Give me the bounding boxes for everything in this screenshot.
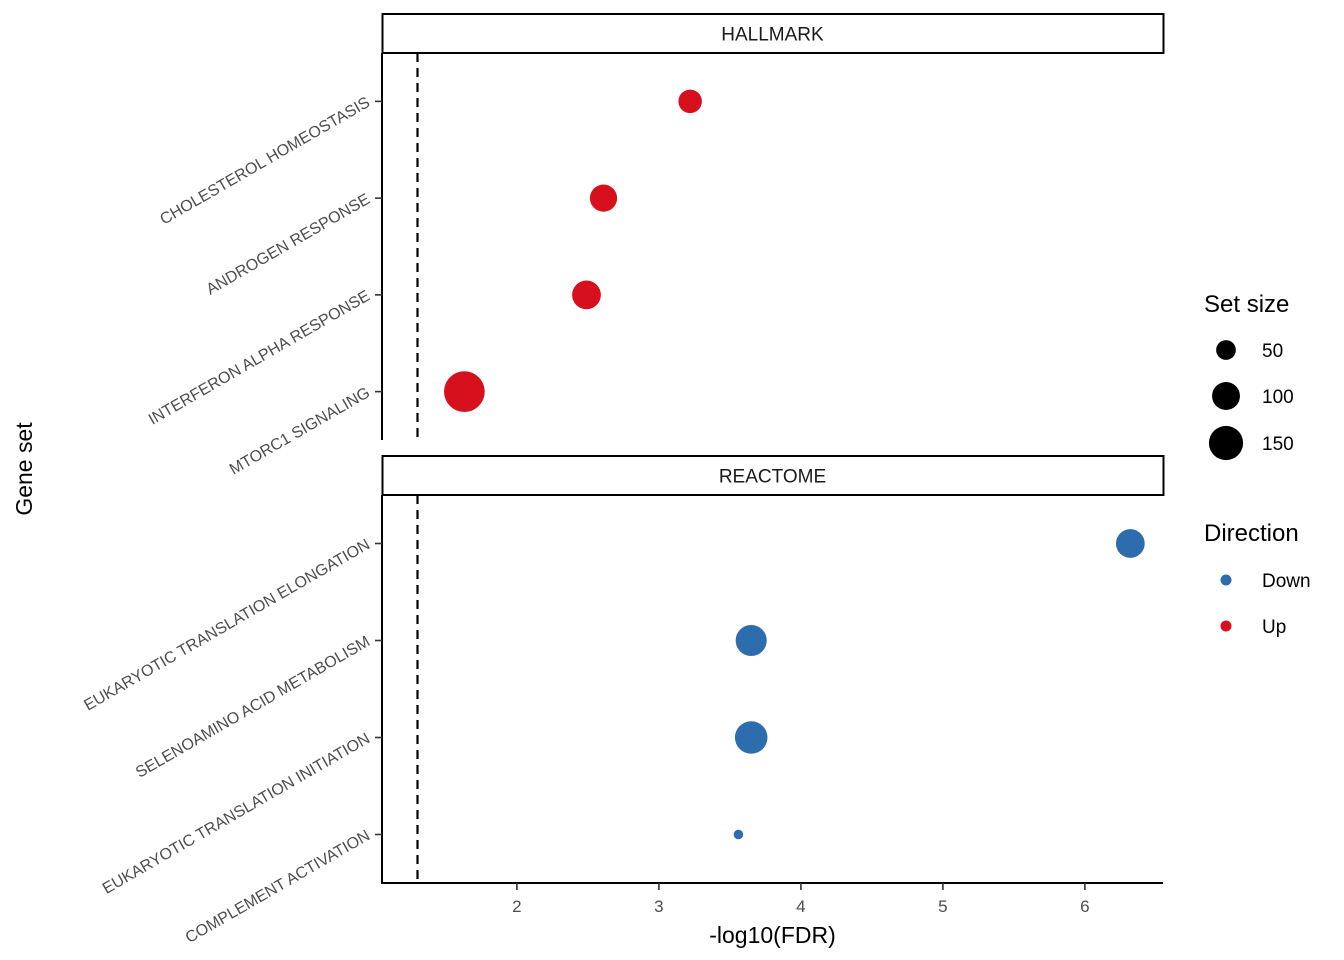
point-androgen-response (589, 184, 618, 212)
point-interferon-alpha-response (572, 280, 601, 310)
legend-size-key (1208, 425, 1244, 461)
legend-size-key (1216, 340, 1236, 360)
legend: Set size 50 100 150 Direction Down Up (1204, 291, 1311, 638)
point-cholesterol-homeostasis (678, 89, 702, 114)
y-tick-label: ANDROGEN RESPONSE (204, 191, 373, 299)
facet-strip-label: HALLMARK (721, 25, 824, 46)
point-selenoamino-acid-metabolism (735, 624, 767, 657)
x-tick-label: 6 (1080, 897, 1089, 916)
x-tick-label: 4 (796, 897, 805, 916)
x-tick-label: 2 (512, 897, 521, 916)
facet-strip (381, 455, 1165, 496)
legend-direction-title: Direction (1204, 520, 1299, 547)
y-tick-label: EUKARYOTIC TRANSLATION ELONGATION (81, 536, 373, 714)
facet-strip-label: REACTOME (719, 467, 826, 488)
legend-size-label: 150 (1262, 434, 1294, 455)
x-tick-label: 3 (654, 897, 663, 916)
facet-strip (381, 13, 1165, 54)
legend-direction-label: Up (1262, 617, 1286, 638)
y-tick-label: EUKARYOTIC TRANSLATION INITIATION (100, 730, 373, 897)
legend-direction-key (1220, 620, 1232, 632)
point-mtorc1-signaling (443, 371, 485, 412)
point-complement-activation (733, 829, 744, 840)
legend-size-label: 100 (1262, 387, 1294, 408)
legend-direction-key (1220, 574, 1232, 586)
point-eukaryotic-translation-initiation (734, 721, 768, 754)
y-axis-title: Gene set (11, 422, 37, 516)
legend-size-key (1212, 382, 1240, 410)
y-tick-label: COMPLEMENT ACTIVATION (183, 827, 373, 947)
legend-size-label: 50 (1262, 341, 1283, 362)
x-tick-label: 5 (938, 897, 947, 916)
y-tick-label: MTORC1 SIGNALING (227, 384, 373, 478)
panel-reactome: REACTOME EUKARYOTIC TRANSLATION ELONGATIO… (81, 455, 1165, 947)
x-axis-title: -log10(FDR) (709, 922, 836, 948)
legend-size-title: Set size (1204, 291, 1289, 318)
legend-direction-label: Down (1262, 571, 1311, 592)
point-eukaryotic-translation-elongation (1115, 529, 1145, 558)
